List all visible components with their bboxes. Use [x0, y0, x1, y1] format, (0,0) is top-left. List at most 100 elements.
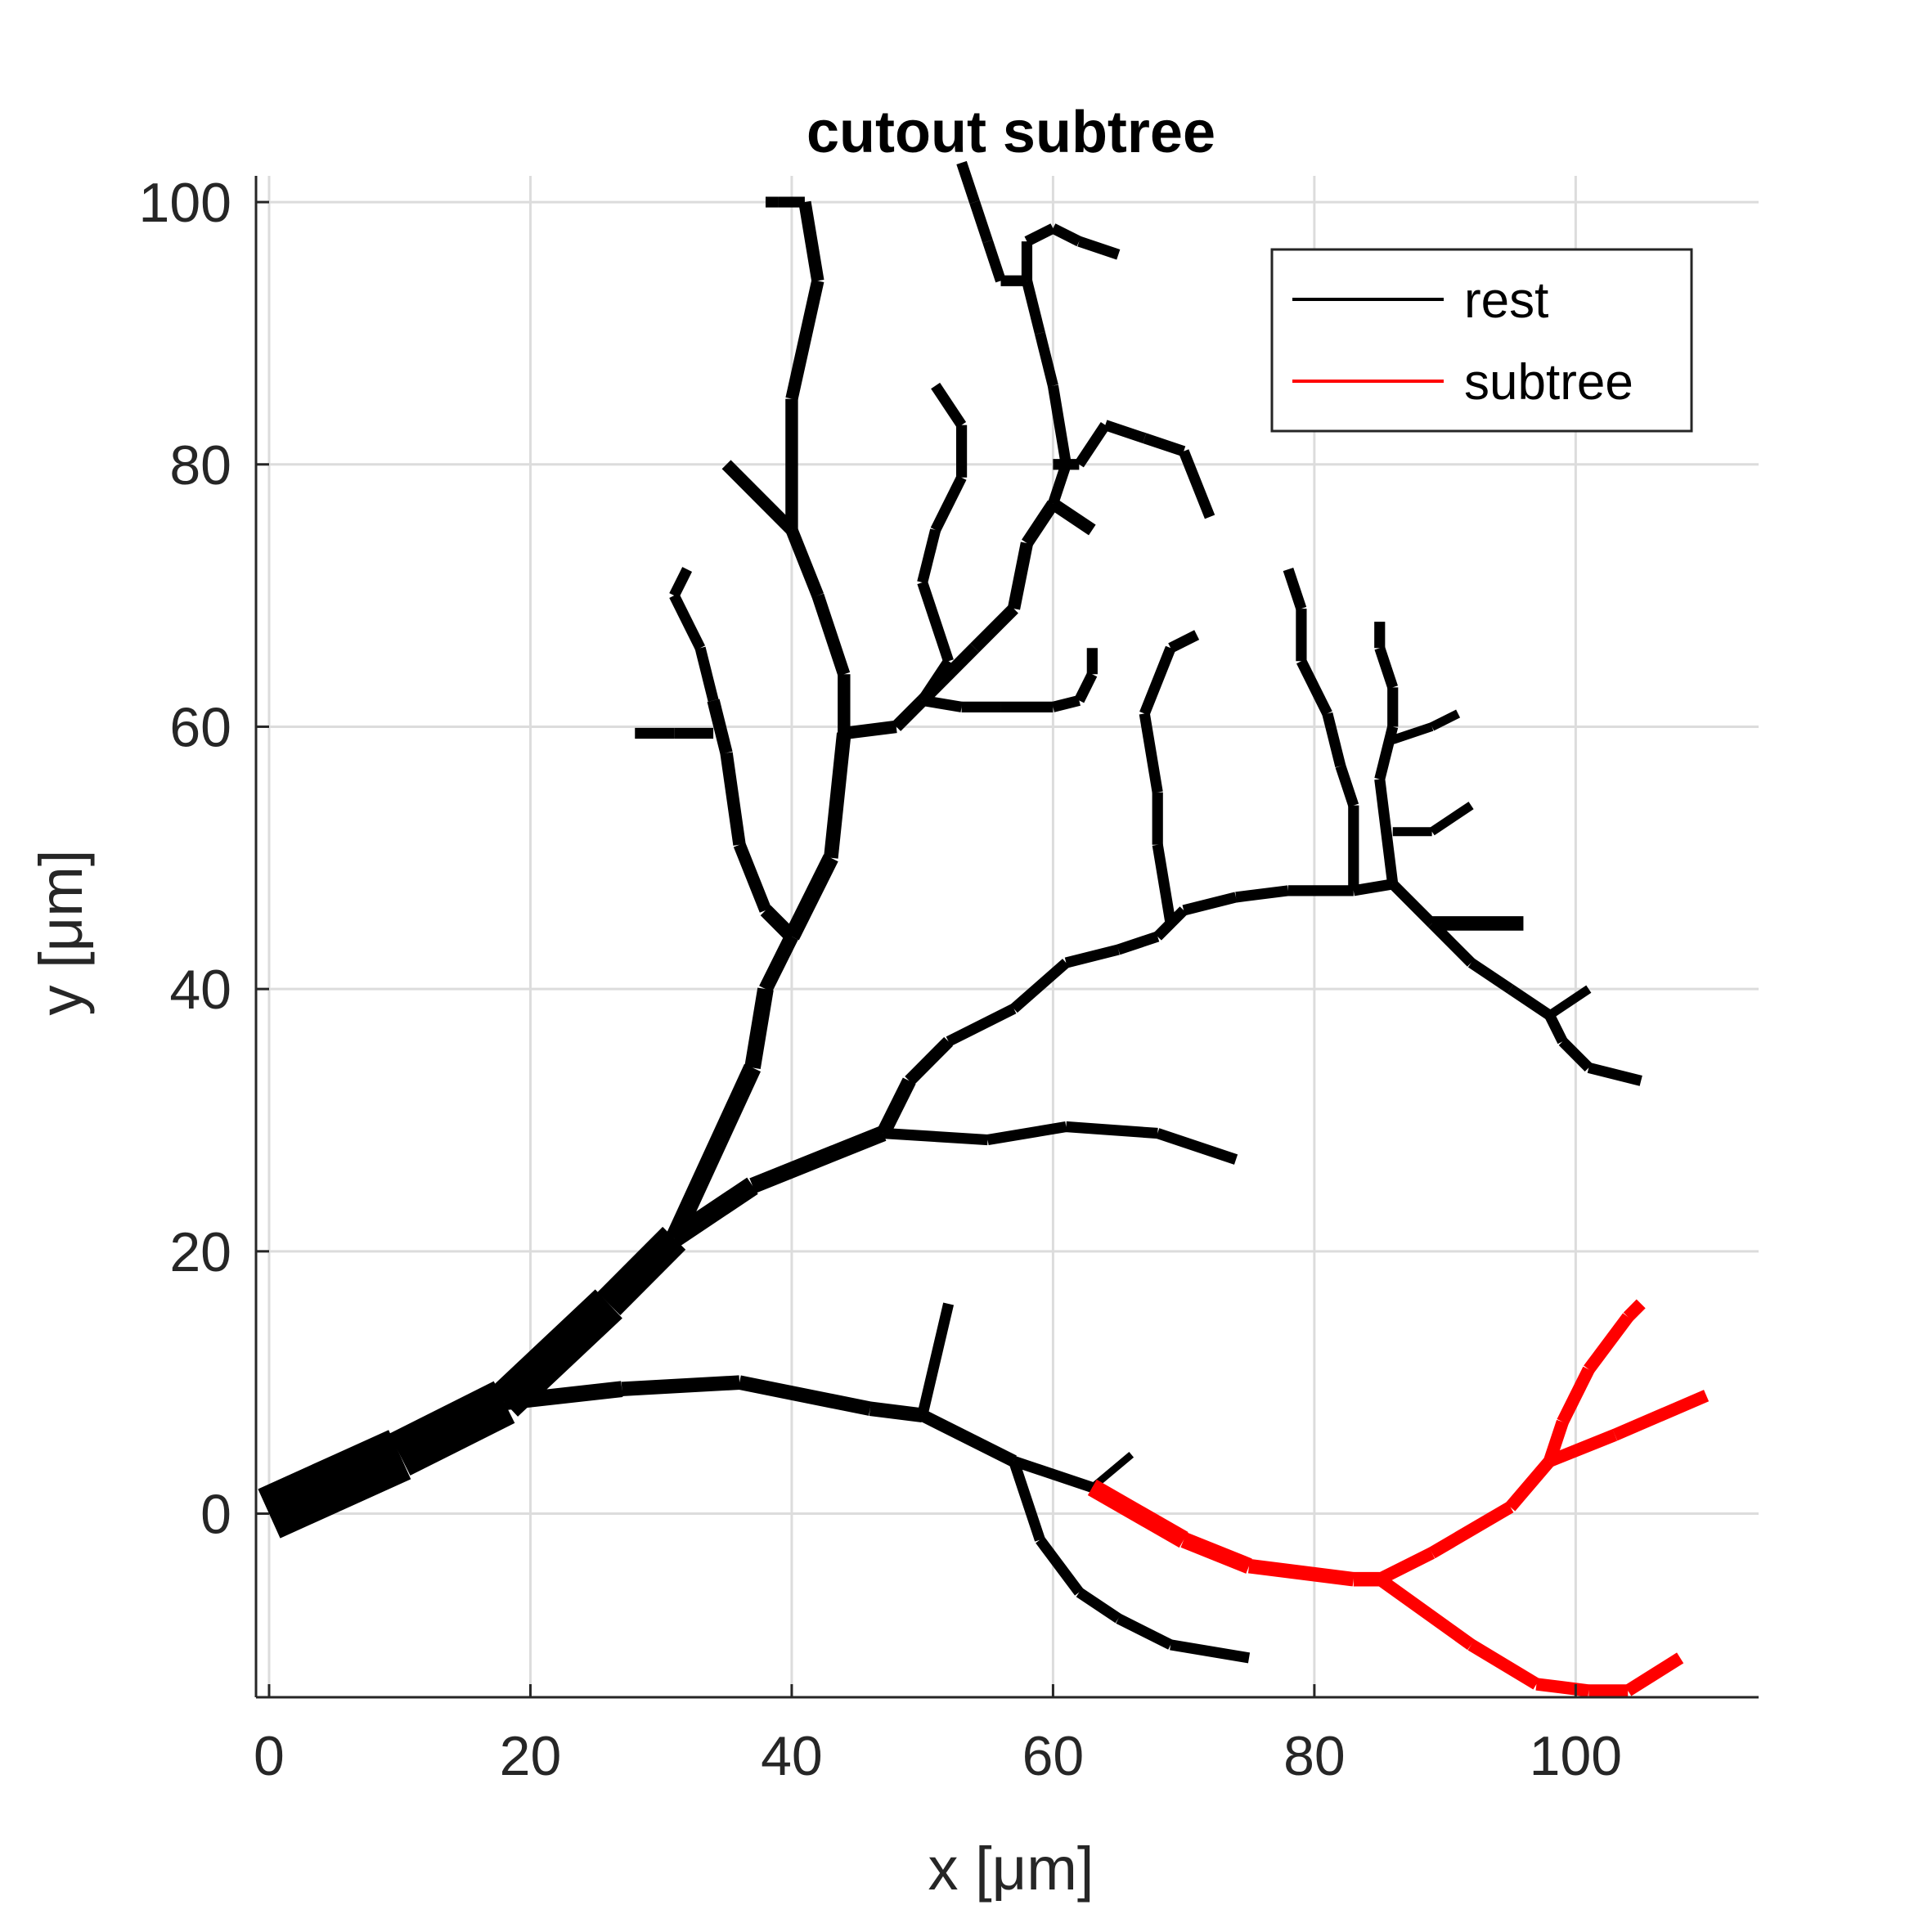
rest-segment: [1374, 646, 1398, 690]
y-tick-label: 60: [169, 696, 231, 758]
rest-segment: [1296, 658, 1332, 717]
x-tick-label: 40: [761, 1725, 823, 1787]
rest-segment: [1116, 1613, 1174, 1650]
rest-segment: [1143, 433, 1186, 456]
subtree-segment: [1557, 1366, 1595, 1425]
rest-segment: [1117, 931, 1160, 955]
rest-segment: [970, 604, 1018, 653]
rest-segment: [798, 200, 824, 282]
rest-segment: [1050, 223, 1082, 247]
rest-segment: [1048, 462, 1072, 505]
y-tick-label: 0: [200, 1484, 231, 1546]
rest-segment: [1467, 958, 1514, 994]
rest-segment: [785, 528, 824, 598]
series-subtree: [1087, 1299, 1710, 1697]
rest-segment: [1065, 1121, 1158, 1139]
y-ticks: 0 20 40 60 80 100: [139, 172, 269, 1546]
rest-segment: [1049, 498, 1096, 536]
rest-segment: [921, 694, 963, 712]
rest-segment: [1010, 959, 1070, 1013]
rest-segment: [666, 1063, 762, 1242]
rest-segment: [1139, 712, 1163, 793]
subtree-segment: [1584, 1313, 1633, 1373]
series-rest: [258, 160, 1642, 1664]
rest-segment: [258, 1430, 411, 1539]
legend: rest subtree: [1270, 248, 1693, 433]
rest-segment: [1352, 878, 1394, 896]
rest-segment: [930, 474, 967, 532]
rest-segment: [1074, 422, 1110, 468]
subtree-segment: [1247, 1558, 1355, 1587]
rest-segment: [1152, 843, 1176, 925]
rest-segment: [1374, 725, 1399, 781]
rest-segment: [389, 1381, 515, 1476]
rest-segment: [917, 1302, 955, 1417]
y-tick-label: 20: [169, 1221, 231, 1283]
rest-segment: [946, 1004, 1017, 1047]
subtree-segment: [1505, 1457, 1555, 1512]
rest-segment: [1007, 541, 1034, 610]
legend-label-subtree: subtree: [1464, 354, 1633, 411]
rest-segment: [1283, 567, 1307, 611]
rest-segment: [824, 732, 851, 859]
rest-segment: [982, 240, 1006, 283]
rest-segment: [1076, 1588, 1121, 1624]
rest-segment: [1389, 880, 1436, 928]
subtree-segment: [1612, 1390, 1710, 1441]
rest-segment: [918, 658, 954, 704]
rest-segment: [956, 160, 980, 204]
rest-segment: [503, 1381, 623, 1411]
subtree-segment: [1624, 1652, 1684, 1696]
rest-segment: [749, 1126, 887, 1193]
rest-segment: [1103, 420, 1147, 443]
rest-segment: [1009, 1459, 1045, 1542]
rest-segment: [490, 1289, 622, 1417]
rest-segment: [917, 528, 941, 584]
rest-segment: [1156, 1128, 1238, 1165]
x-tick-label: 20: [500, 1725, 562, 1787]
rest-segment: [720, 752, 746, 846]
subtree-segment: [1428, 1501, 1514, 1559]
rest-segment: [721, 460, 797, 535]
rest-segment: [1035, 331, 1058, 388]
rest-segment: [1235, 885, 1289, 903]
rest-segment: [917, 580, 954, 663]
rest-segment: [869, 1401, 923, 1422]
subtree-segment: [1535, 1678, 1590, 1697]
rest-segment: [1012, 1456, 1094, 1493]
subtree-segment: [1377, 1547, 1436, 1585]
rest-segment: [883, 1127, 988, 1146]
rest-segment: [986, 1121, 1067, 1146]
subtree-segment: [1543, 1419, 1569, 1463]
rest-segment: [1024, 223, 1056, 247]
plot-area: [258, 160, 1710, 1697]
rest-segment: [1558, 1037, 1593, 1072]
subtree-segment: [1087, 1479, 1188, 1548]
chart-title: cutout subtree: [806, 100, 1215, 165]
subtree-segment: [1547, 1429, 1618, 1467]
rest-segment: [1077, 236, 1121, 260]
x-tick-label: 60: [1022, 1725, 1085, 1787]
x-tick-label: 0: [254, 1725, 285, 1787]
legend-box: [1270, 248, 1693, 433]
rest-segment: [1051, 694, 1081, 712]
subtree-segment: [1180, 1532, 1252, 1574]
rest-segment: [738, 1375, 872, 1416]
rest-segment: [785, 279, 824, 401]
x-axis-label: x [μm]: [928, 1835, 1094, 1903]
rest-segment: [733, 842, 772, 913]
rest-segment: [969, 200, 993, 244]
rest-segment: [760, 905, 798, 942]
rest-segment: [1170, 1639, 1251, 1664]
rest-segment: [744, 987, 774, 1069]
rest-segment: [892, 695, 928, 731]
rest-segment: [811, 593, 851, 676]
y-tick-label: 80: [169, 434, 231, 496]
rest-segment: [621, 1375, 740, 1396]
rest-segment: [1022, 500, 1058, 547]
rest-segment: [669, 593, 706, 651]
rest-segment: [1587, 1062, 1642, 1086]
rest-segment: [1507, 984, 1553, 1020]
rest-segment: [876, 1077, 916, 1137]
rest-segment: [1179, 449, 1215, 519]
